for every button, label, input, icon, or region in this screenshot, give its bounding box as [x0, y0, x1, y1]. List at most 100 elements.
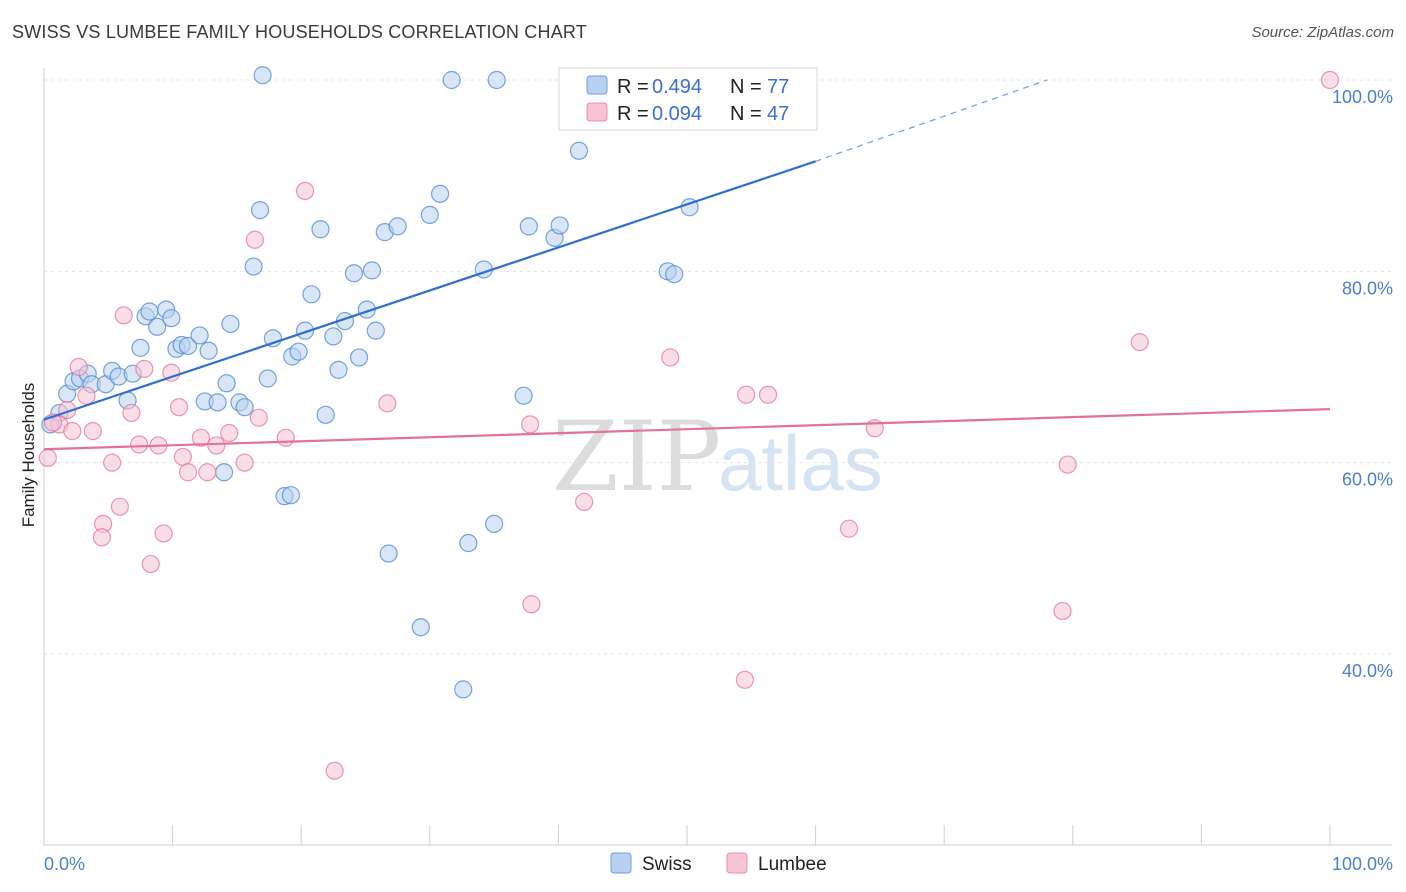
legend-swiss-n-label: N =	[730, 76, 762, 98]
swiss-point	[379, 544, 398, 563]
legend-swatch-lumbee	[586, 102, 608, 122]
swiss-point	[665, 265, 684, 284]
series-legend-swatch-swiss	[610, 852, 632, 874]
swiss-point	[295, 321, 315, 340]
lumbee-point	[661, 348, 680, 367]
swiss-point	[221, 314, 240, 334]
swiss-point	[569, 141, 589, 160]
lumbee-point	[154, 524, 173, 543]
swiss-point	[289, 342, 308, 361]
lumbee-point	[130, 435, 149, 454]
lumbee-point	[207, 436, 226, 455]
legend-swiss-n-value: 77	[767, 76, 789, 98]
swiss-point	[311, 220, 330, 239]
swiss-point	[329, 360, 348, 379]
lumbee-point	[169, 398, 189, 417]
swiss-point	[190, 326, 209, 345]
watermark-atlas: atlas	[718, 419, 883, 507]
lumbee-point	[83, 421, 102, 441]
swiss-point	[442, 70, 461, 90]
swiss-point	[487, 70, 506, 90]
lumbee-point	[63, 421, 82, 441]
legend-swiss-r-label: R =	[617, 76, 649, 98]
lumbee-point	[575, 492, 594, 511]
swiss-point	[514, 386, 533, 405]
lumbee-point	[162, 363, 181, 382]
lumbee-point	[276, 428, 295, 447]
correlation-legend: R = 0.494 N = 77 R = 0.094 N = 47	[558, 67, 818, 131]
lumbee-point	[295, 181, 315, 201]
legend-lumbee-r-label: R =	[617, 103, 649, 125]
swiss-point	[302, 285, 321, 304]
swiss-point	[349, 348, 369, 367]
lumbee-point	[235, 453, 254, 472]
series-legend-label-swiss: Swiss	[642, 854, 692, 875]
lumbee-point	[141, 554, 160, 574]
swiss-point	[178, 336, 198, 356]
legend-lumbee-n-label: N =	[730, 103, 762, 125]
swiss-point	[281, 486, 301, 505]
lumbee-point	[1130, 333, 1149, 352]
lumbee-point	[122, 403, 141, 423]
y-tick-label: 40.0%	[1342, 661, 1393, 681]
lumbee-point	[521, 415, 540, 434]
lumbee-point	[77, 386, 96, 405]
swiss-point	[258, 369, 277, 388]
lumbee-point	[737, 385, 756, 404]
lumbee-point	[1053, 601, 1072, 621]
y-tick-label: 60.0%	[1342, 470, 1393, 490]
swiss-point	[485, 514, 504, 533]
swiss-point	[411, 618, 430, 637]
lumbee-point	[378, 394, 397, 413]
lumbee-point	[38, 448, 57, 467]
lumbee-point	[69, 357, 88, 377]
swiss-point	[344, 264, 364, 283]
lumbee-point	[135, 359, 154, 379]
legend-swiss-r-value: 0.494	[652, 76, 702, 98]
lumbee-point	[110, 497, 129, 516]
swiss-point	[250, 201, 270, 220]
watermark: ZIP atlas	[552, 401, 883, 513]
swiss-trend-line	[43, 160, 816, 421]
swiss-point	[199, 341, 218, 360]
lumbee-trend-line	[43, 407, 1331, 451]
y-axis-label: Family Households	[19, 383, 38, 528]
lumbee-point	[220, 423, 239, 443]
series-legend: Swiss Lumbee	[610, 852, 827, 875]
x-tick-label: 0.0%	[44, 854, 85, 874]
swiss-trend-extension	[815, 79, 1048, 162]
swiss-point	[131, 338, 150, 357]
tick-labels: 40.0% 60.0% 80.0% 100.0% 0.0% 100.0%	[44, 87, 1393, 874]
chart-title: SWISS VS LUMBEE FAMILY HOUSEHOLDS CORREL…	[12, 22, 587, 42]
swiss-point	[217, 374, 236, 393]
lumbee-point	[114, 306, 133, 325]
swiss-point	[430, 184, 450, 203]
lumbee-point	[173, 447, 192, 467]
lumbee-point	[735, 670, 754, 689]
swiss-point	[208, 393, 227, 412]
lumbee-point	[245, 230, 265, 249]
series-legend-swatch-lumbee	[726, 852, 748, 874]
gridlines	[44, 79, 1392, 655]
swiss-point	[148, 317, 167, 336]
swiss-point	[388, 217, 407, 236]
swiss-point	[459, 533, 478, 553]
swiss-point	[162, 309, 181, 328]
lumbee-point	[325, 761, 344, 780]
swiss-point	[420, 205, 439, 224]
y-tick-label: 100.0%	[1332, 87, 1393, 107]
lumbee-point	[1320, 70, 1340, 90]
lumbee-point	[178, 463, 198, 482]
swiss-point	[244, 257, 263, 276]
lumbee-point	[191, 428, 210, 447]
swiss-point	[316, 405, 335, 424]
swiss-point	[235, 398, 254, 417]
x-tick-label: 100.0%	[1332, 854, 1393, 874]
lumbee-point	[839, 519, 859, 538]
swiss-point	[454, 680, 473, 699]
lumbee-point	[92, 528, 111, 547]
lumbee-point	[1058, 455, 1077, 474]
swiss-point	[140, 302, 159, 321]
swiss-point	[214, 463, 234, 482]
